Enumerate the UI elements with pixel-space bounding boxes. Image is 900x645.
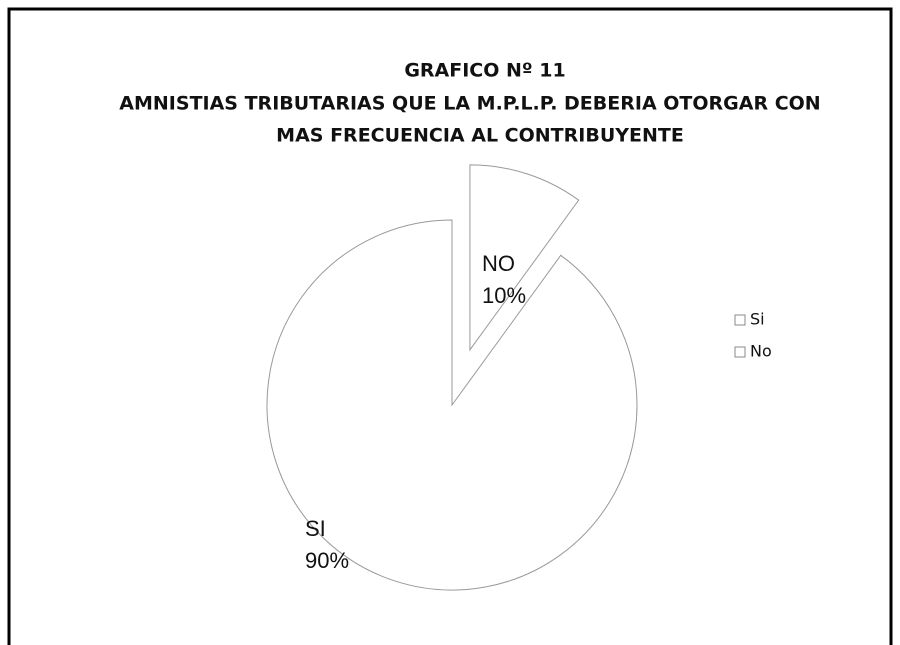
pie-slice: [469, 164, 580, 352]
chart-title: GRAFICO Nº 11: [404, 60, 565, 82]
value-label: 10%: [482, 283, 526, 308]
value-label: 90%: [305, 548, 349, 573]
legend-label: Si: [750, 310, 765, 329]
pie-slice: [266, 219, 638, 591]
legend-swatch: [734, 346, 746, 358]
chart-subtitle: MAS FRECUENCIA AL CONTRIBUYENTE: [276, 125, 684, 147]
legend-label: No: [750, 342, 772, 361]
chart-subtitle: AMNISTIAS TRIBUTARIAS QUE LA M.P.L.P. DE…: [119, 93, 820, 115]
slice-label: SI: [305, 516, 326, 541]
legend-swatch: [734, 314, 746, 326]
slice-label: NO: [482, 251, 515, 276]
